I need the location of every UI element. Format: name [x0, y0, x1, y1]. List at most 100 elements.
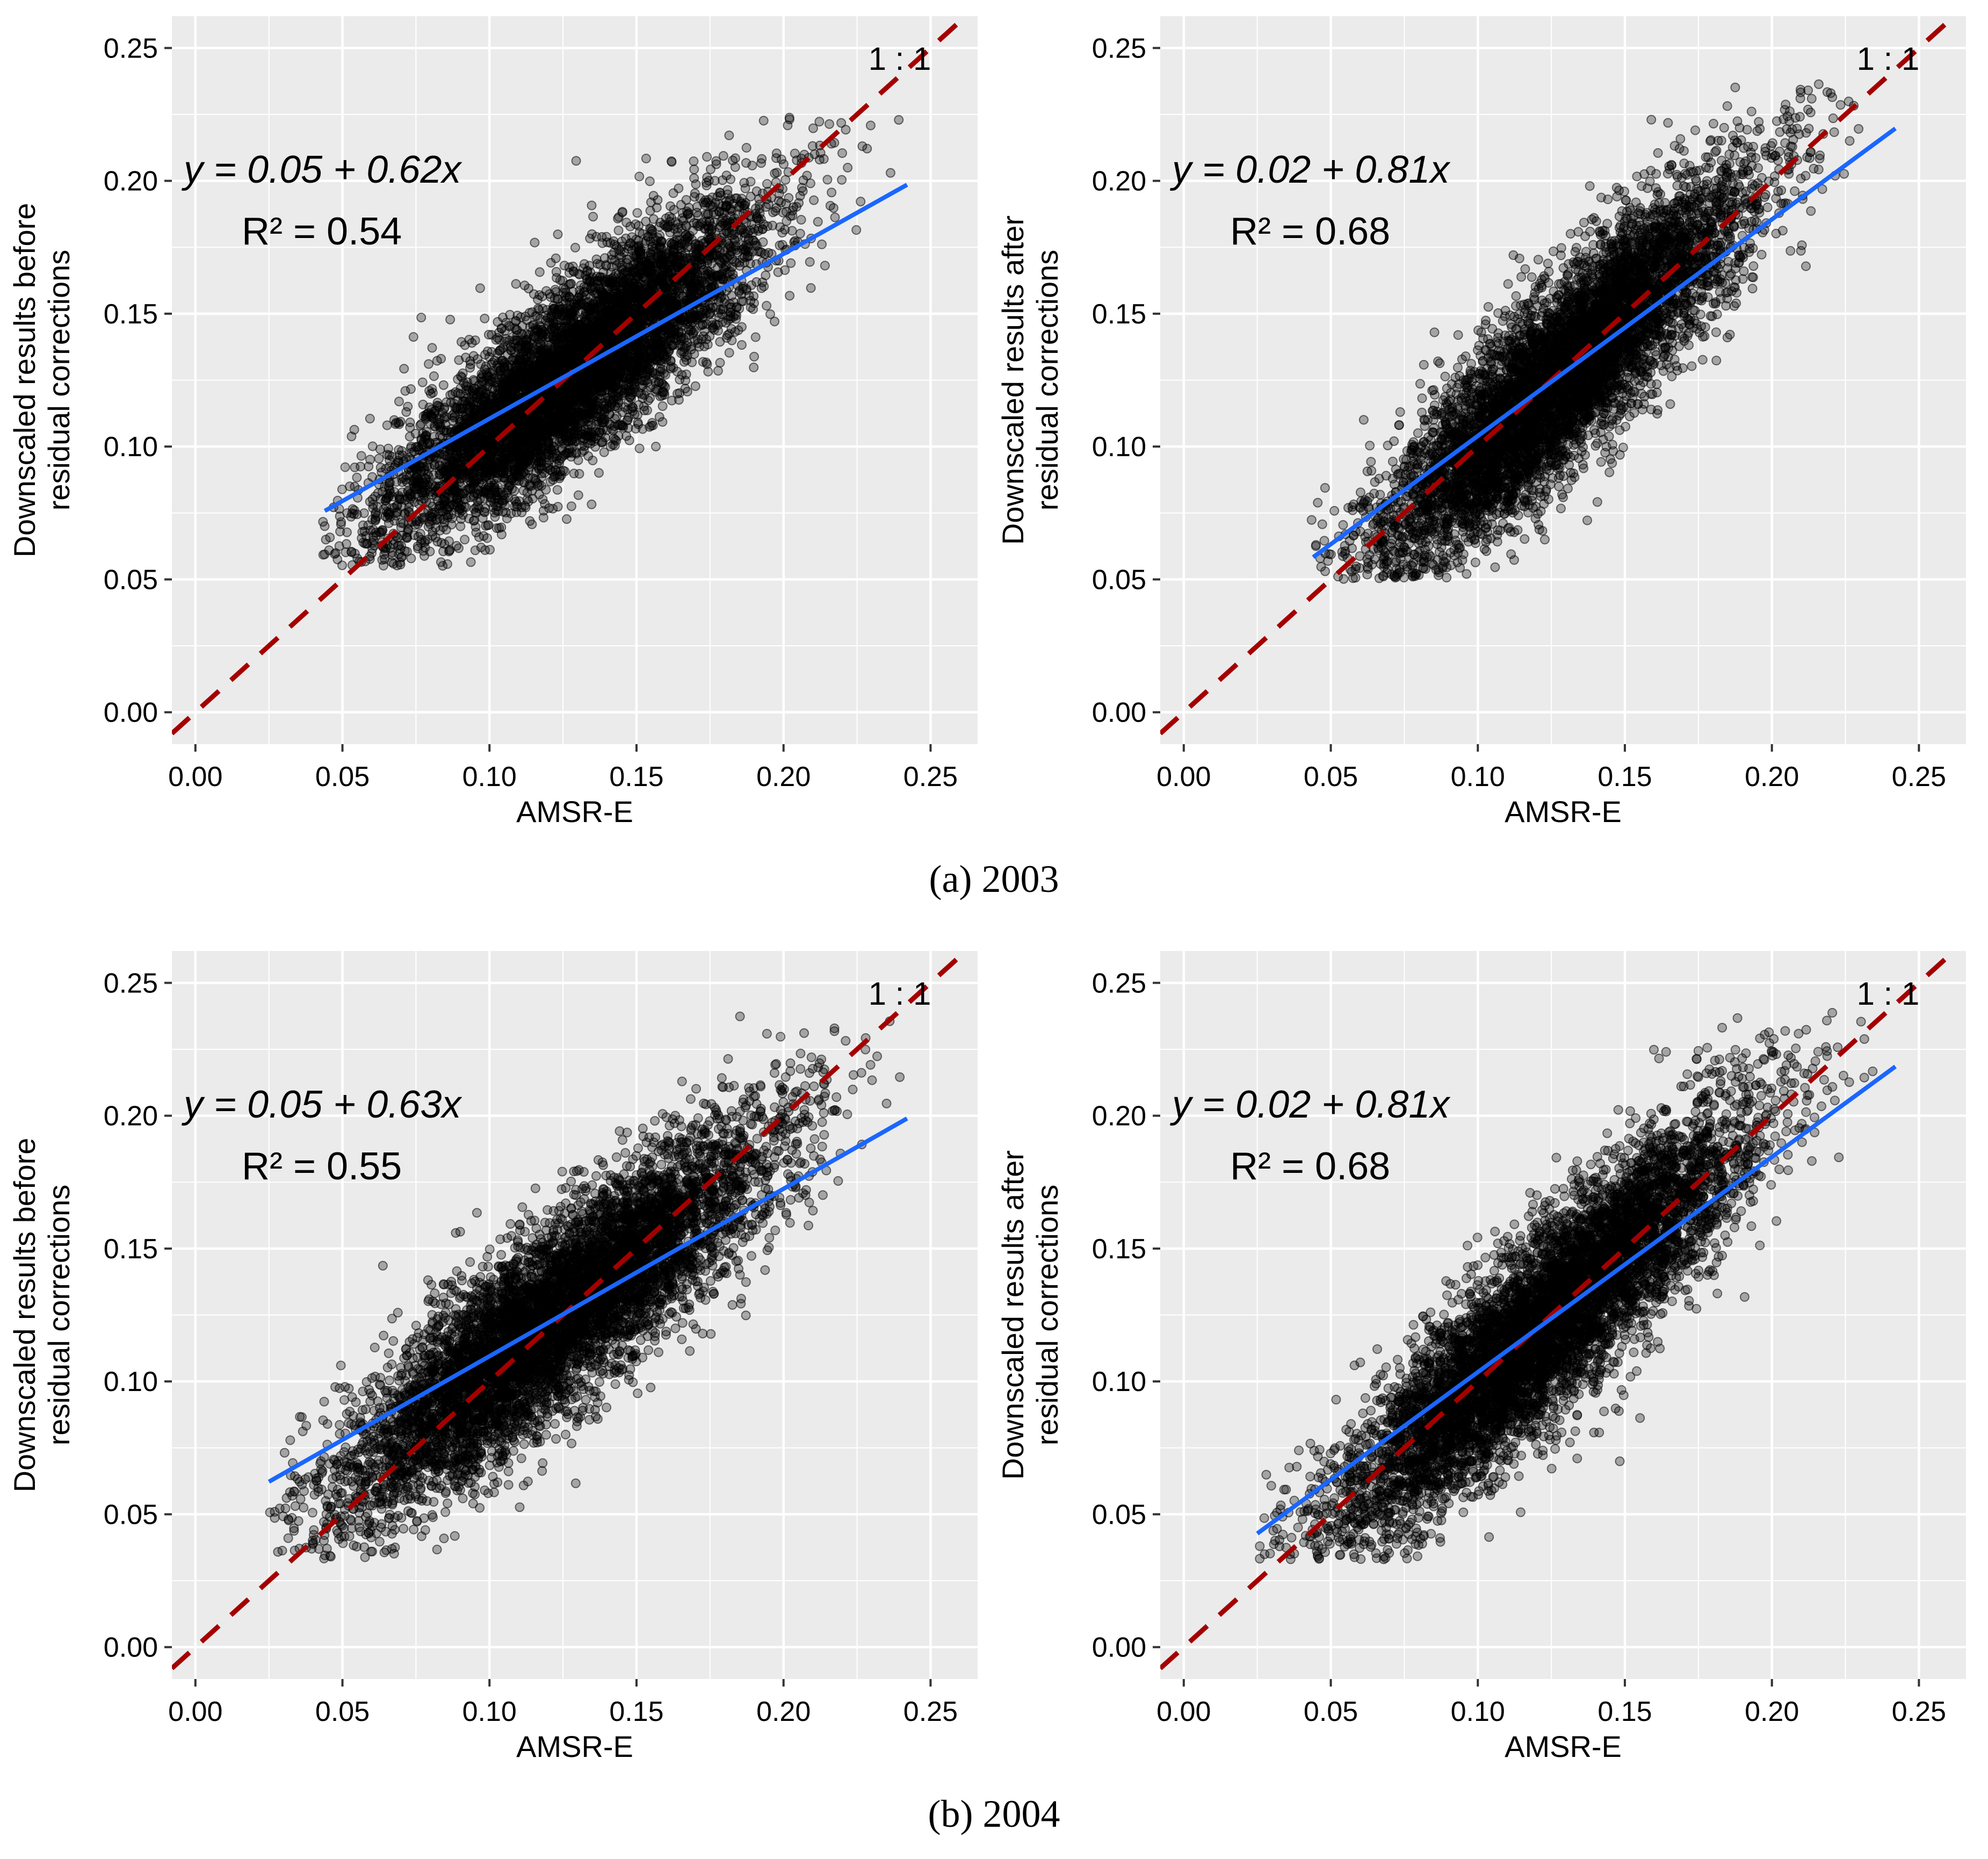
data-point	[762, 301, 772, 311]
data-point	[356, 462, 366, 472]
data-point	[349, 424, 359, 435]
data-point	[356, 451, 366, 461]
data-point	[817, 239, 827, 249]
data-point	[466, 557, 476, 567]
data-point	[756, 158, 767, 168]
data-point	[718, 175, 727, 185]
points-layer	[318, 112, 904, 571]
data-point	[470, 545, 480, 556]
data-point	[425, 519, 435, 529]
data-point	[340, 462, 350, 472]
data-point	[885, 168, 895, 178]
data-point	[553, 229, 563, 240]
data-point	[689, 173, 699, 183]
data-point	[737, 322, 747, 332]
data-point	[762, 179, 772, 189]
y-tick-label: 0.00	[104, 697, 158, 729]
data-point	[749, 362, 759, 372]
data-point	[613, 225, 624, 235]
data-point	[796, 215, 806, 225]
data-point	[856, 197, 866, 207]
data-point	[795, 228, 805, 239]
data-point	[402, 546, 412, 557]
data-point	[482, 533, 492, 543]
data-point	[574, 469, 584, 479]
data-point	[647, 418, 657, 428]
data-point	[551, 253, 561, 263]
data-point	[763, 199, 773, 210]
data-point	[511, 279, 521, 289]
data-point	[758, 116, 769, 126]
data-point	[690, 188, 700, 198]
data-point	[460, 535, 470, 545]
data-point	[395, 557, 405, 567]
data-point	[730, 153, 740, 163]
data-point	[686, 341, 696, 351]
data-point	[865, 120, 876, 131]
chart-2003-before: 0.00 0.05 0.10 0.15 0.20 0.250.000.050.100.15…	[8, 16, 978, 828]
data-point	[825, 200, 835, 211]
data-point	[399, 364, 409, 374]
data-point	[365, 414, 375, 424]
data-point	[711, 156, 721, 166]
data-point	[715, 358, 725, 368]
data-point	[689, 156, 699, 167]
data-point	[405, 417, 415, 428]
data-point	[748, 304, 758, 314]
data-point	[380, 546, 391, 556]
data-point	[341, 539, 351, 549]
data-point	[780, 175, 791, 185]
data-point	[352, 472, 362, 482]
data-point	[594, 468, 604, 478]
data-point	[587, 200, 597, 211]
data-point	[632, 208, 642, 218]
data-point	[570, 242, 580, 253]
data-point	[461, 352, 471, 363]
x-tick-label: 0.05	[315, 761, 370, 792]
data-point	[765, 309, 775, 319]
data-point	[786, 258, 796, 268]
data-point	[689, 192, 699, 202]
x-tick-label: 0.25	[903, 761, 958, 792]
data-point	[321, 535, 331, 545]
data-point	[374, 453, 384, 464]
x-tick-label: 0.15	[609, 761, 663, 792]
data-point	[785, 291, 795, 301]
data-point	[396, 522, 406, 532]
data-point	[416, 313, 426, 322]
data-point	[566, 279, 576, 289]
data-point	[571, 156, 581, 166]
data-point	[416, 419, 426, 429]
data-point	[445, 314, 456, 325]
data-point	[588, 212, 598, 222]
data-point	[318, 550, 328, 560]
data-point	[651, 442, 661, 452]
data-point	[485, 545, 495, 555]
data-point	[427, 343, 437, 353]
data-point	[587, 499, 597, 509]
data-point	[787, 226, 797, 236]
data-point	[634, 443, 645, 453]
y-tick-label: 0.05	[104, 564, 158, 595]
data-point	[553, 502, 563, 512]
data-point	[634, 171, 645, 182]
data-point	[851, 225, 862, 235]
data-point	[783, 120, 793, 131]
data-point	[780, 265, 790, 275]
data-point	[552, 485, 562, 495]
data-point	[566, 501, 576, 511]
y-tick-label: 0.15	[104, 299, 158, 330]
data-point	[830, 212, 840, 222]
y-tick-label: 0.10	[104, 431, 158, 463]
data-point	[702, 152, 712, 162]
data-point	[446, 520, 457, 530]
data-point	[403, 401, 413, 412]
data-point	[736, 340, 747, 350]
y-tick-label: 0.20	[104, 166, 158, 197]
data-point	[337, 560, 347, 571]
data-point	[825, 119, 834, 129]
data-point	[770, 168, 780, 178]
data-point	[654, 412, 664, 422]
data-point	[857, 141, 868, 152]
data-point	[779, 159, 789, 169]
